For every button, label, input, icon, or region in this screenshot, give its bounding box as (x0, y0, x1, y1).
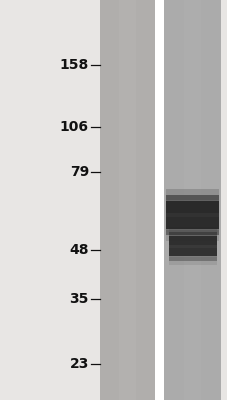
Bar (166, 189, 218, 200)
Bar (166, 230, 218, 241)
Bar (183, 0, 200, 400)
Bar (168, 232, 216, 245)
Bar (166, 217, 218, 235)
Bar (154, 0, 163, 400)
Bar (119, 0, 135, 400)
Text: 48: 48 (69, 242, 89, 256)
Text: 79: 79 (69, 165, 89, 179)
Text: 158: 158 (59, 58, 89, 72)
Bar (100, 0, 154, 400)
Bar (166, 195, 218, 213)
Bar (168, 228, 216, 236)
Bar (163, 0, 220, 400)
Bar (168, 248, 216, 261)
Text: 23: 23 (69, 357, 89, 371)
Text: 106: 106 (60, 120, 89, 134)
Text: 35: 35 (69, 292, 89, 306)
Bar (166, 202, 218, 228)
Bar (168, 236, 216, 256)
Bar (168, 258, 216, 266)
